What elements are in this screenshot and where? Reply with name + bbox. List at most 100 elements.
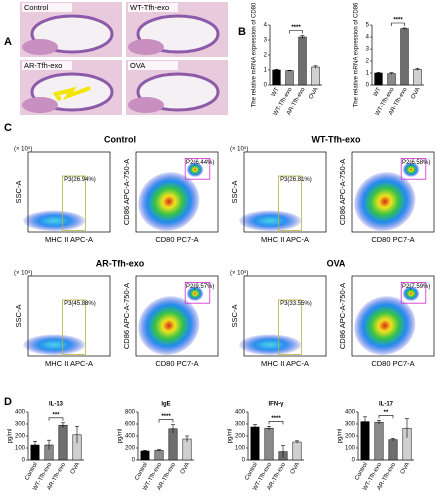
scale-label: (× 10⁵)	[230, 270, 248, 277]
bar	[168, 428, 178, 461]
y-tick-label: 0	[366, 83, 370, 89]
y-tick-label: 200	[15, 434, 26, 440]
x-axis-label: MHC II APC-A	[45, 359, 93, 368]
plot-frame	[243, 151, 327, 233]
significance-label: ****	[291, 25, 301, 31]
y-tick-label: 0	[352, 458, 356, 464]
y-axis-label: The relative mRNA expression of CD80	[252, 2, 258, 107]
x-tick-label: OVA	[180, 462, 191, 476]
y-tick-label: 0	[132, 458, 136, 464]
y-axis-label: CD86 APC-A-750-A	[338, 159, 347, 225]
significance-bracket	[268, 421, 284, 425]
label-bg	[128, 61, 178, 70]
y-tick-label: 200	[125, 446, 136, 452]
panel-label: A	[4, 36, 12, 48]
density	[354, 172, 416, 232]
plot-frame	[27, 275, 111, 357]
y-axis-label: pg/ml	[228, 429, 234, 444]
y-axis-label: pg/ml	[118, 429, 124, 444]
density	[23, 334, 86, 356]
x-axis-label: CD80 PC7-A	[155, 235, 198, 244]
x-axis-label: CD80 PC7-A	[371, 359, 414, 368]
significance-bracket	[48, 417, 64, 421]
tissue	[22, 97, 58, 113]
plot-frame	[135, 275, 219, 357]
bar	[400, 28, 409, 86]
label-bg	[128, 3, 178, 12]
group-title: WT-Tfh-exo	[312, 134, 361, 144]
y-axis-label: SSC-A	[230, 305, 239, 328]
y-axis-label: SSC-A	[230, 181, 239, 204]
y-tick-label: 4	[366, 35, 370, 41]
bar	[264, 427, 274, 461]
bar	[182, 438, 192, 461]
plot-frame	[27, 151, 111, 233]
x-tick-label: OVA	[70, 462, 81, 476]
label-bg	[22, 61, 72, 70]
y-tick-label: 3	[264, 38, 268, 44]
significance-bracket	[289, 30, 303, 34]
gate	[62, 299, 86, 355]
y-tick-label: 400	[15, 410, 26, 416]
y-tick-label: 300	[235, 422, 246, 428]
y-tick-label: 1	[264, 68, 268, 74]
significance-bracket	[391, 22, 405, 26]
y-tick-label: 2	[264, 53, 268, 59]
gate	[400, 157, 427, 180]
y-axis-label: SSC-A	[14, 305, 23, 328]
y-tick-label: 0	[264, 83, 268, 89]
y-axis-label: SSC-A	[14, 181, 23, 204]
density	[402, 162, 420, 177]
chart-title: IL-17	[379, 402, 394, 408]
y-tick-label: 3	[366, 47, 370, 53]
bar	[413, 69, 422, 86]
y-tick-label: 800	[125, 410, 136, 416]
scale-label: (× 10⁵)	[14, 146, 32, 153]
y-tick-label: 5	[366, 23, 370, 29]
y-tick-label: 100	[345, 446, 356, 452]
y-tick-label: 2	[366, 59, 370, 65]
gate	[278, 175, 302, 231]
significance-label: ****	[271, 416, 281, 422]
x-axis-label: MHC II APC-A	[45, 235, 93, 244]
y-tick-label: 400	[345, 410, 356, 416]
group-title: AR-Tfh-exo	[96, 258, 145, 268]
y-axis-label: CD86 APC-A-750-A	[338, 283, 347, 349]
y-tick-label: 0	[242, 458, 246, 464]
y-axis-label: CD86 APC-A-750-A	[122, 283, 131, 349]
bar	[140, 450, 150, 461]
significance-label: ****	[393, 18, 403, 24]
density	[239, 210, 302, 232]
x-axis-label: CD80 PC7-A	[371, 235, 414, 244]
x-axis-label: MHC II APC-A	[261, 235, 309, 244]
plot-frame	[351, 275, 435, 357]
y-tick-label: 4	[264, 23, 268, 29]
image-label: OVA	[130, 61, 145, 70]
y-tick-label: 400	[235, 410, 246, 416]
bar	[58, 424, 68, 461]
plot-frame	[135, 151, 219, 233]
density	[402, 286, 420, 301]
image-label: Control	[24, 3, 49, 12]
gate	[62, 175, 86, 231]
density	[23, 210, 86, 232]
gate-label: P3(26.81%)	[280, 177, 312, 183]
bar	[388, 439, 398, 461]
gate-label: P3(45.88%)	[64, 301, 96, 307]
panel-label: B	[238, 26, 246, 38]
x-axis-label: MHC II APC-A	[261, 359, 309, 368]
density	[138, 296, 200, 356]
bar	[250, 426, 260, 461]
gate	[400, 281, 427, 304]
gate-label: P2(9.57%)	[186, 284, 214, 290]
bar	[374, 72, 383, 86]
bar	[374, 421, 384, 461]
chart-title: IFN-γ	[269, 402, 285, 408]
significance-bracket	[158, 419, 174, 423]
bar	[360, 421, 370, 461]
group-title: Control	[104, 134, 136, 144]
x-tick-label: OVA	[308, 87, 319, 101]
x-tick-label: Control	[354, 462, 369, 482]
